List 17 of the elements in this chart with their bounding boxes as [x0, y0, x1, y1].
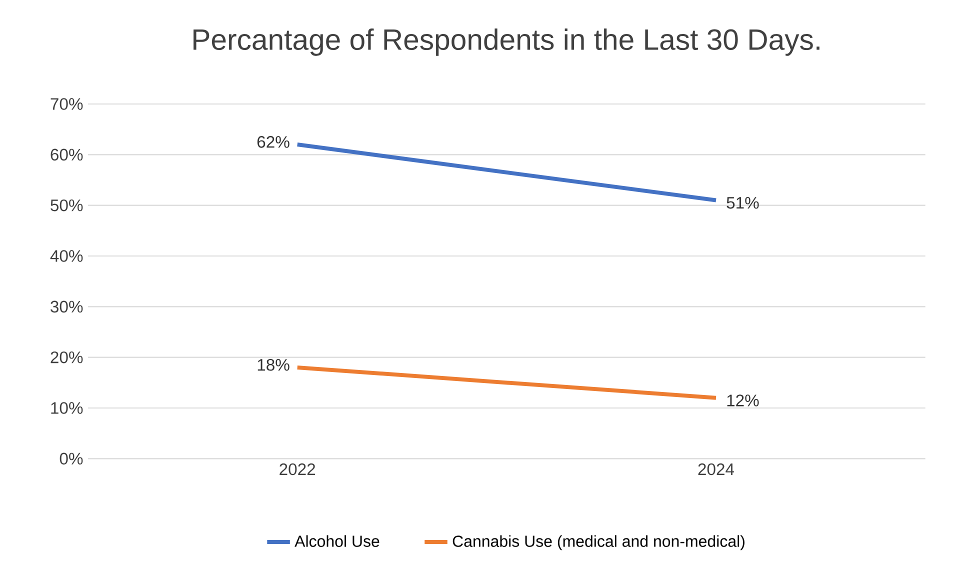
- x-tick-label: 2024: [698, 464, 734, 476]
- y-tick-label: 70%: [50, 98, 83, 110]
- x-tick-label: 2022: [280, 464, 316, 476]
- y-tick-label: 30%: [50, 300, 83, 313]
- data-label: 62%: [257, 136, 290, 148]
- y-tick-label: 60%: [50, 148, 83, 161]
- y-tick-label: 10%: [51, 402, 83, 414]
- data-label: 18%: [258, 359, 290, 371]
- legend-label: Cannabis Use (medical and non-medical): [452, 535, 744, 550]
- data-label: 51%: [726, 197, 759, 209]
- y-tick-label: 0%: [60, 452, 83, 465]
- y-tick-label: 50%: [50, 200, 83, 212]
- chart-title: Percantage of Respondents in the Last 30 Days.: [194, 28, 820, 56]
- legend-label: Alcohol Use: [294, 535, 380, 548]
- y-tick-label: 20%: [50, 352, 83, 364]
- data-label: 12%: [727, 394, 759, 406]
- y-tick-label: 40%: [50, 250, 83, 262]
